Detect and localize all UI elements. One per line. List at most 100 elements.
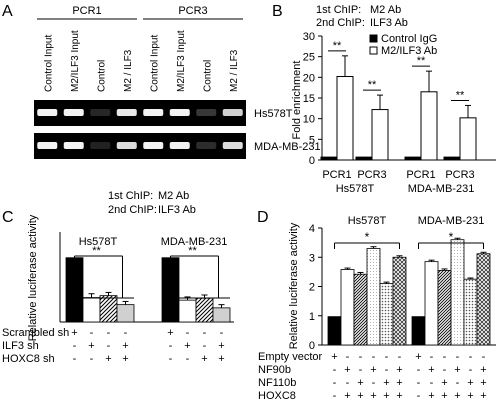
condition-sign: -: [186, 353, 190, 365]
condition-sign: +: [383, 377, 389, 389]
y-axis-label: Fold enrichment: [291, 61, 303, 140]
y-axis-label: Relative luciferase activity: [27, 214, 39, 341]
chip-note-1-value: M2 Ab: [370, 4, 401, 16]
condition-label: NF90b: [258, 364, 291, 376]
gel-lane-label: M2 / ILF3: [123, 49, 134, 92]
gel-band: [90, 109, 111, 116]
legend-label: Control IgG: [381, 33, 437, 45]
condition-sign: +: [441, 390, 447, 402]
panel-a-gel: PCR1 PCR3 Control Input M2/ILF3 Input Contro…: [34, 5, 321, 159]
gel-lane-label: Control Input: [149, 35, 160, 92]
condition-sign: -: [73, 340, 77, 352]
condition-sign: +: [428, 364, 434, 376]
condition-sign: -: [430, 351, 434, 363]
significance-mark: **: [92, 245, 101, 257]
condition-sign: -: [385, 364, 389, 376]
condition-sign: +: [454, 390, 460, 402]
condition-sign: -: [372, 351, 376, 363]
condition-sign: -: [417, 364, 421, 376]
condition-sign: -: [456, 377, 460, 389]
condition-sign: -: [203, 340, 207, 352]
y-axis-label: Relative luciferase activity: [288, 222, 300, 349]
gel-lane-label: Control Input: [43, 35, 54, 92]
gel-band: [37, 109, 58, 116]
y-tick-label: 15: [303, 93, 315, 105]
panel-d-chart: 0 1 2 3 4 Relative luciferase activity Hs578T *…: [258, 215, 496, 402]
bar: [371, 109, 389, 161]
condition-sign: +: [357, 377, 363, 389]
x-category-label: PCR3: [357, 169, 386, 181]
bar: [161, 257, 180, 323]
condition-sign: +: [396, 377, 402, 389]
condition-sign: -: [346, 377, 350, 389]
condition-sign: -: [333, 390, 337, 402]
bar: [212, 307, 231, 323]
y-tick-label: 5: [309, 134, 315, 146]
group-title: MDA-MB-231: [418, 215, 485, 227]
condition-label: Empty vector: [258, 351, 323, 363]
significance-mark: **: [333, 40, 342, 52]
significance-mark: **: [456, 89, 465, 101]
condition-sign: +: [467, 390, 473, 402]
condition-sign: +: [122, 353, 128, 365]
condition-sign: +: [105, 353, 111, 365]
y-tick-label: 3: [309, 252, 315, 264]
bar: [463, 278, 478, 346]
bar: [65, 257, 84, 323]
condition-sign: -: [203, 327, 207, 339]
condition-sign: +: [344, 390, 350, 402]
condition-sign: -: [169, 353, 173, 365]
gel-band: [63, 142, 84, 149]
bar: [459, 117, 477, 161]
condition-sign: -: [417, 390, 421, 402]
bar: [404, 156, 422, 161]
chip-note-1-key: 1st ChIP:: [316, 4, 361, 16]
chip-note-2-value: ILF3 Ab: [370, 17, 408, 29]
panel-a-letter: A: [2, 3, 13, 20]
gel-band: [116, 142, 137, 149]
y-tick-label: 0: [309, 155, 315, 167]
legend-swatch: [369, 34, 378, 43]
condition-sign: -: [443, 351, 447, 363]
condition-label: Scrambled sh: [2, 327, 69, 339]
condition-sign: +: [383, 390, 389, 402]
y-tick-label: 10: [303, 114, 315, 126]
condition-sign: -: [398, 351, 402, 363]
y-tick-label: 25: [303, 52, 315, 64]
condition-sign: +: [167, 327, 173, 339]
gel-band: [169, 142, 190, 149]
condition-sign: +: [344, 364, 350, 376]
condition-sign: +: [441, 377, 447, 389]
bar: [353, 273, 368, 346]
bar: [476, 253, 491, 346]
bar: [450, 239, 465, 346]
y-tick-label: 0: [309, 340, 315, 352]
bar: [424, 261, 439, 346]
panel-c-chart: Relative luciferase activity Hs578T**MDA-…: [2, 214, 234, 365]
condition-sign: -: [90, 327, 94, 339]
gel-group-label: PCR1: [72, 5, 101, 17]
condition-sign: +: [71, 327, 77, 339]
gel-chip-note-2-value: ILF3 Ab: [158, 204, 196, 216]
significance-mark: **: [417, 55, 426, 67]
bar: [327, 316, 342, 346]
gel-row-label: MDA-MB-231: [254, 141, 321, 153]
condition-sign: +: [467, 377, 473, 389]
condition-sign: -: [469, 351, 473, 363]
significance-mark: *: [365, 230, 370, 244]
condition-sign: +: [480, 377, 486, 389]
panel-d-letter: D: [257, 209, 269, 226]
panel-b-chart: 0 5 10 15 20 25 30 Fold enrichment Control IgGM2…: [291, 31, 496, 195]
cell-line-label: MDA-MB-231: [408, 183, 475, 195]
condition-sign: -: [430, 377, 434, 389]
condition-sign: -: [359, 351, 363, 363]
x-category-label: PCR1: [322, 169, 351, 181]
condition-sign: -: [333, 377, 337, 389]
x-category-label: PCR1: [406, 169, 435, 181]
gel-band: [37, 142, 58, 149]
condition-sign: -: [333, 364, 337, 376]
bar: [340, 269, 355, 346]
condition-sign: +: [480, 364, 486, 376]
gel-band: [63, 109, 84, 116]
